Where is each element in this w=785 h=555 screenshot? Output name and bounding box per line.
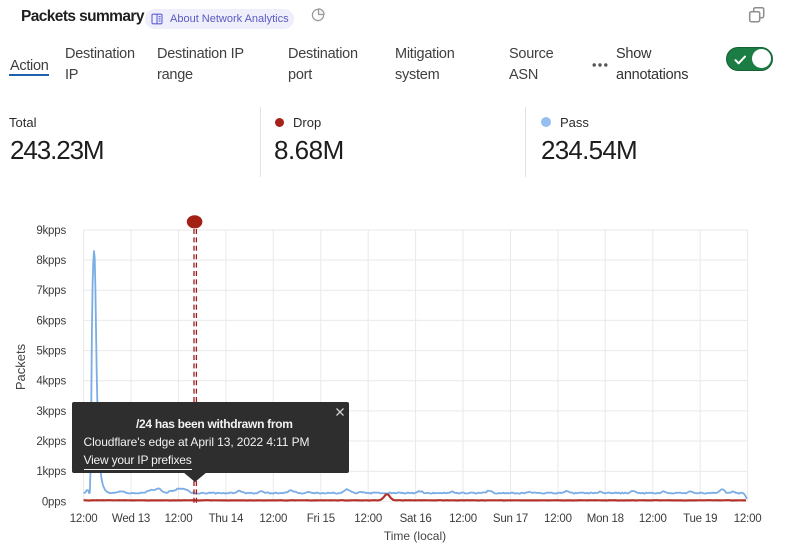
- svg-text:12:00: 12:00: [70, 513, 98, 525]
- svg-text:7kpps: 7kpps: [36, 285, 66, 297]
- svg-text:Thu 14: Thu 14: [209, 513, 244, 525]
- svg-text:Fri 15: Fri 15: [307, 513, 335, 525]
- svg-text:3kpps: 3kpps: [36, 406, 66, 418]
- svg-text:8kpps: 8kpps: [36, 255, 66, 267]
- svg-text:Time (local): Time (local): [384, 529, 446, 543]
- svg-text:Wed 13: Wed 13: [112, 513, 150, 525]
- svg-text:12:00: 12:00: [449, 513, 477, 525]
- svg-text:12:00: 12:00: [639, 513, 667, 525]
- svg-text:Sun 17: Sun 17: [493, 513, 528, 525]
- svg-text:Tue 19: Tue 19: [683, 513, 717, 525]
- svg-text:9kpps: 9kpps: [36, 225, 66, 237]
- svg-text:Mon 18: Mon 18: [587, 513, 624, 525]
- svg-text:12:00: 12:00: [734, 513, 762, 525]
- svg-text:Packets: Packets: [13, 343, 28, 390]
- svg-text:4kpps: 4kpps: [36, 376, 66, 388]
- svg-text:Sat 16: Sat 16: [400, 513, 432, 525]
- svg-text:2kpps: 2kpps: [36, 436, 66, 448]
- svg-text:1kpps: 1kpps: [36, 466, 66, 478]
- svg-text:12:00: 12:00: [259, 513, 287, 525]
- svg-text:12:00: 12:00: [354, 513, 382, 525]
- svg-text:12:00: 12:00: [544, 513, 572, 525]
- svg-text:0pps: 0pps: [42, 496, 67, 508]
- svg-text:5kpps: 5kpps: [36, 346, 66, 358]
- svg-text:12:00: 12:00: [165, 513, 193, 525]
- svg-text:6kpps: 6kpps: [36, 315, 66, 327]
